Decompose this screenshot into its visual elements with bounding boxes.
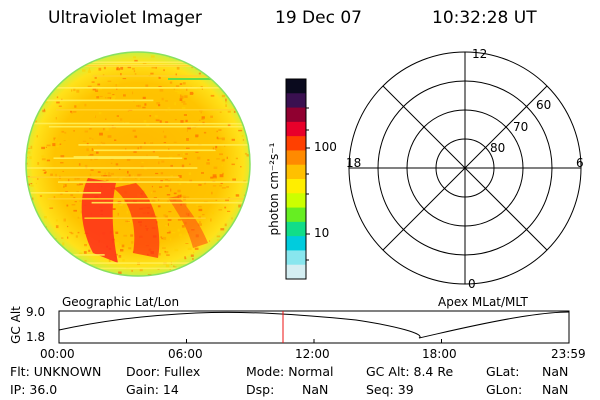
info-glat-label: GLat: <box>486 364 520 379</box>
colorbar-scale <box>286 79 306 280</box>
colorbar-cell <box>286 250 306 266</box>
colorbar-tick-100: 100 <box>314 140 337 154</box>
colorbar-cell <box>286 221 306 237</box>
mlt-12-label: 12 <box>472 47 488 61</box>
x-tick-1800: 18:00 <box>422 347 457 361</box>
info-flt: Flt: UNKNOWN <box>10 364 102 379</box>
info-gain: Gain: 14 <box>126 382 179 397</box>
mlat-80-label: 80 <box>490 141 506 155</box>
altitude-ymax: 9.0 <box>26 305 46 319</box>
apex-panel-label: Apex MLat/MLT <box>438 295 528 309</box>
mlat-70-label: 70 <box>513 120 529 134</box>
x-tick-2359: 23:59 <box>551 347 586 361</box>
colorbar-tick-10: 10 <box>314 226 330 240</box>
colorbar-cell <box>286 93 306 109</box>
instrument-title: Ultraviolet Imager <box>48 8 202 28</box>
colorbar-cell <box>286 193 306 209</box>
mlt-18-label: 18 <box>346 156 362 170</box>
colorbar-cell <box>286 79 306 94</box>
info-dsp-label: Dsp: <box>246 382 275 397</box>
x-tick-0600: 06:00 <box>168 347 203 361</box>
uvi-image-disc <box>25 51 251 277</box>
colorbar-cell <box>286 179 306 194</box>
altitude-plot <box>58 310 570 344</box>
mlt-0-label: 0 <box>468 277 476 291</box>
colorbar-cell <box>286 121 306 137</box>
info-dsp-value: NaN <box>302 382 329 397</box>
colorbar-cell <box>286 107 306 123</box>
geographic-panel-label: Geographic Lat/Lon <box>62 295 180 309</box>
info-glat-value: NaN <box>542 364 569 379</box>
info-gcalt: GC Alt: 8.4 Re <box>366 364 454 379</box>
info-glon-value: NaN <box>542 382 569 397</box>
altitude-ymin: 1.8 <box>26 330 46 344</box>
mlt-6-label: 6 <box>576 156 584 170</box>
info-seq: Seq: 39 <box>366 382 414 397</box>
colorbar-cell <box>286 164 306 180</box>
info-door: Door: Fullex <box>126 364 201 379</box>
x-tick-0000: 00:00 <box>40 347 75 361</box>
date-label: 19 Dec 07 <box>275 8 362 28</box>
info-glon-label: GLon: <box>486 382 523 397</box>
colorbar-cell <box>286 207 306 223</box>
x-tick-1200: 12:00 <box>295 347 330 361</box>
colorbar <box>285 78 310 280</box>
colorbar-cell <box>286 236 306 251</box>
polar-grid <box>348 51 582 285</box>
altitude-ylabel: GC Alt <box>9 306 23 344</box>
info-ip: IP: 36.0 <box>10 382 58 397</box>
colorbar-cell <box>286 264 306 280</box>
colorbar-cell <box>286 150 306 166</box>
colorbar-unit-label: photon cm⁻²s⁻¹ <box>267 142 281 236</box>
colorbar-cell <box>286 136 306 151</box>
mlat-60-label: 60 <box>536 98 552 112</box>
time-label: 10:32:28 UT <box>432 8 537 28</box>
info-mode: Mode: Normal <box>246 364 334 379</box>
